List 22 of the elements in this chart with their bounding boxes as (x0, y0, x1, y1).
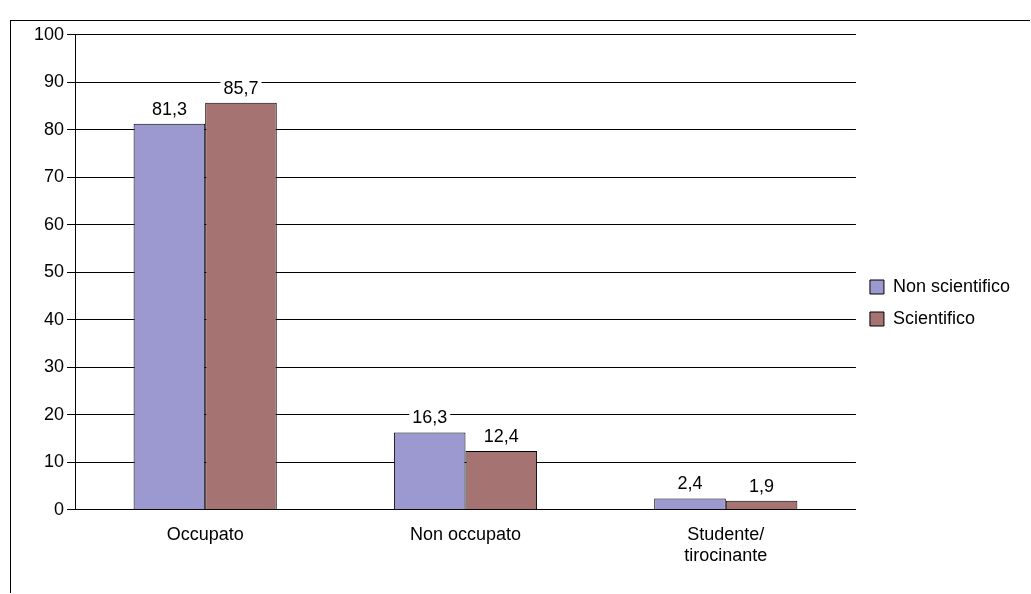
y-tick-label: 20 (44, 403, 65, 424)
y-tick-label: 60 (44, 213, 65, 234)
data-label: 85,7 (223, 77, 259, 98)
legend-label: Scientifico (892, 307, 975, 328)
y-tick-label: 30 (44, 356, 65, 377)
y-tick-label: 40 (44, 308, 65, 329)
x-tick-label: Occupato (166, 523, 244, 544)
y-tick-label: 90 (44, 71, 65, 92)
y-tick-label: 0 (54, 498, 65, 519)
data-label: 12,4 (483, 425, 519, 446)
data-label: 81,3 (151, 98, 187, 119)
legend-label: Non scientifico (892, 275, 1011, 296)
y-tick-label: 70 (44, 166, 65, 187)
y-tick-label: 10 (44, 451, 65, 472)
y-tick-label: 80 (44, 118, 65, 139)
x-tick-label: Non occupato (409, 523, 522, 544)
data-label: 1,9 (749, 475, 775, 496)
data-label: 2,4 (677, 473, 703, 494)
y-tick-label: 100 (33, 23, 65, 44)
data-label: 16,3 (412, 407, 448, 428)
y-tick-label: 50 (44, 261, 65, 282)
x-tick-label: Studente/ tirocinante (684, 523, 768, 566)
